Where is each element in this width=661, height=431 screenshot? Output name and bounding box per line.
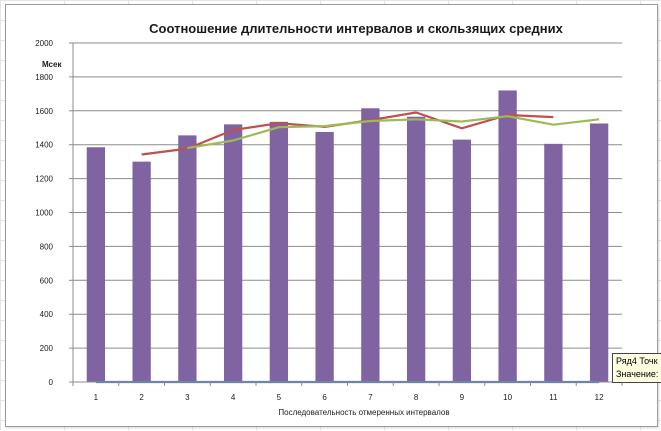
bar-interval-4 <box>223 124 243 383</box>
tooltip-value-text: Значение: <box>616 369 659 379</box>
y-tick-label: 1800 <box>35 73 53 82</box>
bar-interval-6 <box>315 131 334 382</box>
y-tick-label: 400 <box>40 310 54 319</box>
y-tick-label: 1400 <box>35 141 53 150</box>
chart-svg: Соотношение длительности интервалов и ск… <box>35 21 623 417</box>
x-tick-label: 4 <box>231 393 236 402</box>
bar-interval-10 <box>498 90 517 383</box>
y-tick-label: 800 <box>40 242 54 251</box>
y-tick-label: 1200 <box>35 175 53 184</box>
x-tick-label: 2 <box>139 393 144 402</box>
x-tick-label: 11 <box>549 393 558 402</box>
bar-interval-5 <box>269 121 289 382</box>
chart-area[interactable]: Соотношение длительности интервалов и ск… <box>5 4 658 427</box>
series-line-3 <box>187 115 600 150</box>
data-point-tooltip: Ряд4 Точк Значение: <box>612 353 661 383</box>
y-axis-unit-label: Мсек <box>42 60 62 69</box>
bar-interval-2 <box>132 161 151 382</box>
x-tick-label: 12 <box>595 393 604 402</box>
x-tick-label: 1 <box>94 393 99 402</box>
bar-interval-7 <box>361 108 380 382</box>
x-tick-label: 9 <box>460 393 465 402</box>
bar-interval-8 <box>406 116 426 383</box>
x-tick-label: 3 <box>185 393 190 402</box>
bar-interval-12 <box>589 123 609 382</box>
chart-title: Соотношение длительности интервалов и ск… <box>149 21 563 36</box>
x-tick-label: 10 <box>503 393 512 402</box>
y-tick-label: 200 <box>40 344 54 353</box>
bar-interval-1 <box>86 147 106 382</box>
x-tick-label: 6 <box>322 393 327 402</box>
y-tick-label: 0 <box>49 378 54 387</box>
x-axis-title: Последовательность отмеренных интервалов <box>278 408 449 417</box>
bar-interval-3 <box>178 135 197 382</box>
y-tick-label: 600 <box>40 276 54 285</box>
bar-interval-9 <box>452 139 472 382</box>
y-tick-label: 1600 <box>35 107 53 116</box>
x-tick-label: 8 <box>414 393 419 402</box>
tooltip-series-point-text: Ряд4 Точк <box>616 356 658 366</box>
y-tick-label: 1000 <box>35 209 53 218</box>
x-tick-label: 5 <box>277 393 282 402</box>
y-tick-label: 2000 <box>35 39 53 48</box>
bar-interval-11 <box>544 143 563 382</box>
x-tick-label: 7 <box>368 393 373 402</box>
